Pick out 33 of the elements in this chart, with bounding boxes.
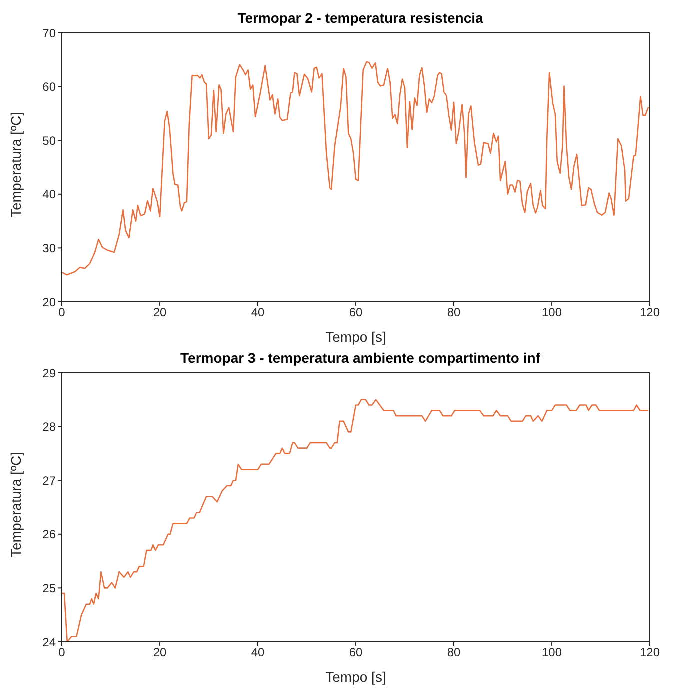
line-series — [62, 61, 650, 276]
y-tick-label: 29 — [42, 366, 56, 380]
y-tick-label: 28 — [42, 420, 56, 434]
y-tick-label: 50 — [42, 134, 56, 148]
x-tick-label: 60 — [349, 306, 363, 320]
y-tick-label: 24 — [42, 635, 56, 650]
y-axis-title: Temperatura [ºC] — [8, 112, 24, 218]
y-tick-label: 30 — [42, 241, 56, 256]
x-tick-label: 20 — [153, 306, 167, 320]
x-tick-label: 80 — [447, 646, 461, 660]
x-tick-label: 80 — [447, 306, 461, 320]
y-tick-label: 40 — [42, 188, 56, 202]
x-axis-title: Tempo [s] — [326, 669, 386, 685]
x-tick-label: 120 — [640, 306, 660, 320]
x-tick-label: 40 — [251, 306, 265, 320]
x-tick-label: 40 — [251, 646, 265, 660]
x-tick-label: 0 — [58, 646, 66, 660]
y-axis-title: Temperatura [ºC] — [8, 452, 24, 558]
x-tick-label: 20 — [153, 646, 167, 660]
y-tick-label: 25 — [42, 581, 56, 596]
x-axis-title: Tempo [s] — [326, 329, 386, 345]
x-tick-label: 100 — [542, 646, 562, 660]
y-tick-label: 27 — [42, 474, 56, 488]
x-tick-label: 0 — [58, 306, 66, 320]
chart-title: Termopar 3 - temperatura ambiente compartimento inf — [180, 350, 542, 366]
x-tick-label: 60 — [349, 646, 363, 660]
y-tick-label: 70 — [42, 26, 56, 40]
chart-title: Termopar 2 - temperatura resistencia — [236, 10, 484, 26]
y-tick-label: 26 — [42, 528, 56, 542]
x-tick-label: 100 — [542, 306, 562, 320]
y-tick-label: 20 — [42, 295, 56, 310]
x-tick-label: 120 — [640, 646, 660, 660]
y-tick-label: 60 — [42, 80, 56, 94]
